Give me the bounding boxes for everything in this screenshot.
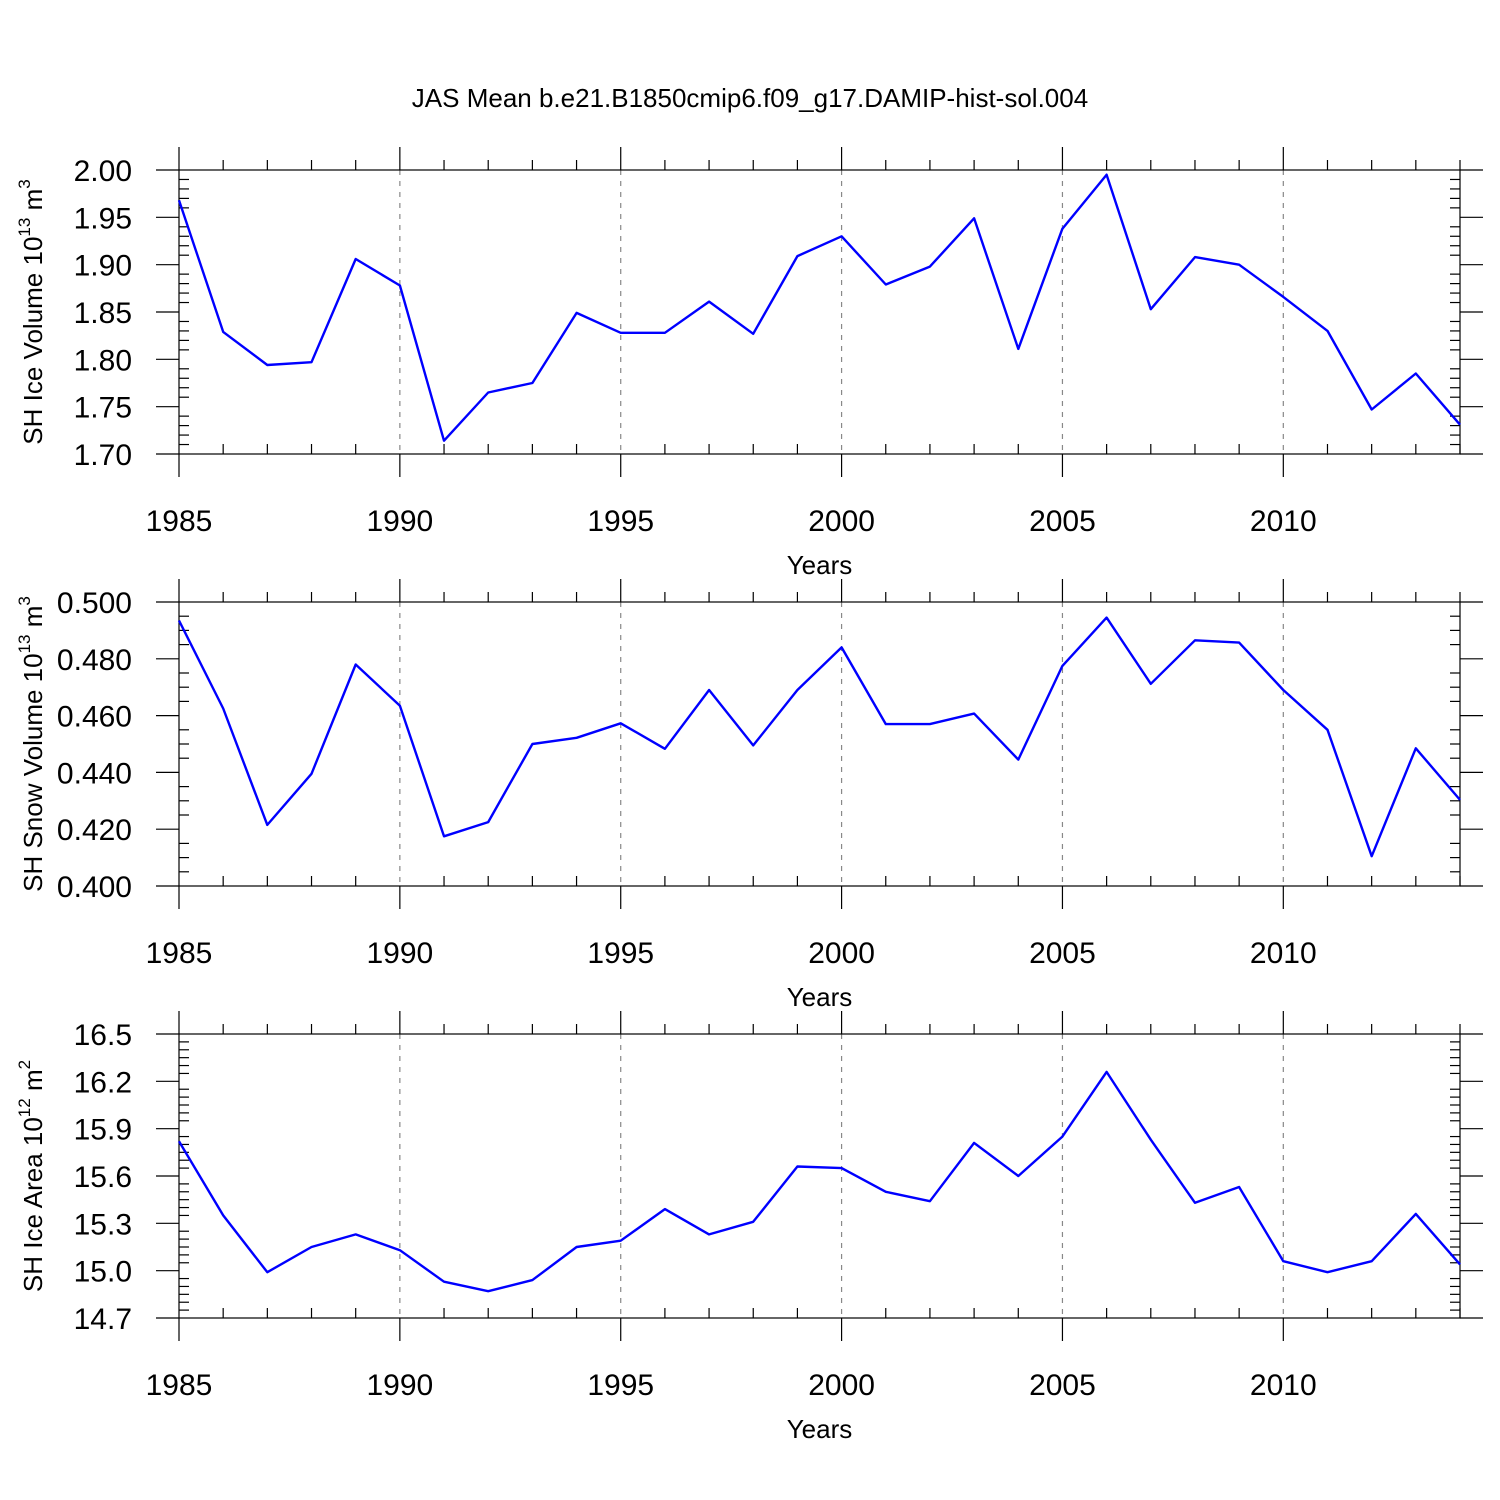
y-axis-label-main: SH Ice Volume 10 — [18, 237, 48, 445]
x-tick-label: 2000 — [808, 1369, 875, 1402]
plot-frame — [178, 1033, 1461, 1319]
x-tick-label: 1995 — [587, 1369, 654, 1402]
y-axis-label-exponent: 13 — [15, 634, 34, 653]
x-tick-label: 2010 — [1250, 1369, 1317, 1402]
x-tick-label: 2005 — [1029, 505, 1096, 538]
y-tick-label: 15.3 — [74, 1208, 132, 1241]
y-tick-label: 15.6 — [74, 1161, 132, 1194]
y-axis-label-exponent: 12 — [15, 1098, 34, 1117]
y-axis-label-unit-exponent: 3 — [15, 596, 34, 605]
x-axis-label: Years — [787, 550, 853, 580]
y-tick-label: 15.9 — [74, 1114, 132, 1147]
y-tick-label: 16.2 — [74, 1066, 132, 1099]
chart-panel-2: 1985 1990 1995 2000 2005 2010 0.400 0.420 0.440 0… — [15, 579, 1483, 1012]
y-axis-label: SH Snow Volume 1013 m3 — [15, 596, 48, 892]
x-tick-label: 1995 — [587, 937, 654, 970]
x-tick-label: 1990 — [366, 1369, 433, 1402]
x-tick-label: 1995 — [587, 505, 654, 538]
y-axis-label-unit: m — [18, 189, 48, 218]
x-tick-label: 2000 — [808, 937, 875, 970]
y-tick-label: 0.500 — [57, 587, 132, 620]
series-line — [177, 1070, 1461, 1293]
x-tick-label: 2000 — [808, 505, 875, 538]
plot-frame — [178, 169, 1461, 455]
series-line — [177, 173, 1461, 442]
y-tick-label: 1.75 — [74, 392, 132, 425]
y-tick-label: 16.5 — [74, 1019, 132, 1052]
x-tick-label: 1990 — [366, 505, 433, 538]
x-tick-label: 1985 — [146, 1369, 213, 1402]
y-axis-label-unit: m — [18, 1069, 48, 1098]
y-tick-label: 0.400 — [57, 871, 132, 904]
x-tick-label: 1985 — [146, 505, 213, 538]
x-axis-label: Years — [787, 982, 853, 1012]
panels: 1985 1990 1995 2000 2005 2010 1.70 1.75 1.80 1.85… — [15, 147, 1483, 1444]
y-tick-label: 1.90 — [74, 250, 132, 283]
y-tick-label: 2.00 — [74, 155, 132, 188]
y-tick-label: 0.460 — [57, 701, 132, 734]
y-axis-label-exponent: 13 — [15, 218, 34, 237]
y-tick-label: 1.80 — [74, 344, 132, 377]
y-tick-label: 1.85 — [74, 297, 132, 330]
x-tick-label: 2010 — [1250, 505, 1317, 538]
chart-panel-1: 1985 1990 1995 2000 2005 2010 1.70 1.75 1.80 1.85… — [15, 147, 1483, 580]
y-axis-label-unit-exponent: 2 — [15, 1060, 34, 1069]
series-line — [177, 616, 1461, 858]
y-tick-label: 1.95 — [74, 202, 132, 235]
x-tick-label: 1990 — [366, 937, 433, 970]
y-axis-label-main: SH Snow Volume 10 — [18, 653, 48, 891]
y-axis-label-main: SH Ice Area 10 — [18, 1117, 48, 1292]
x-axis-label: Years — [787, 1414, 853, 1444]
y-tick-label: 0.480 — [57, 644, 132, 677]
y-tick-label: 15.0 — [74, 1256, 132, 1289]
x-tick-label: 2005 — [1029, 937, 1096, 970]
y-tick-label: 1.70 — [74, 439, 132, 472]
x-tick-label: 2010 — [1250, 937, 1317, 970]
plot-frame — [178, 601, 1461, 887]
y-tick-label: 0.420 — [57, 814, 132, 847]
x-tick-label: 1985 — [146, 937, 213, 970]
figure-title: JAS Mean b.e21.B1850cmip6.f09_g17.DAMIP-… — [412, 83, 1088, 113]
y-axis-label-unit: m — [18, 606, 48, 635]
y-axis-label: SH Ice Area 1012 m2 — [15, 1060, 48, 1292]
y-tick-label: 0.440 — [57, 757, 132, 790]
y-tick-label: 14.7 — [74, 1303, 132, 1336]
chart-panel-3: 1985 1990 1995 2000 2005 2010 14.7 15.0 15.3 15.6… — [15, 1011, 1483, 1444]
x-tick-label: 2005 — [1029, 1369, 1096, 1402]
y-axis-label-unit-exponent: 3 — [15, 179, 34, 188]
y-axis-label: SH Ice Volume 1013 m3 — [15, 179, 48, 444]
